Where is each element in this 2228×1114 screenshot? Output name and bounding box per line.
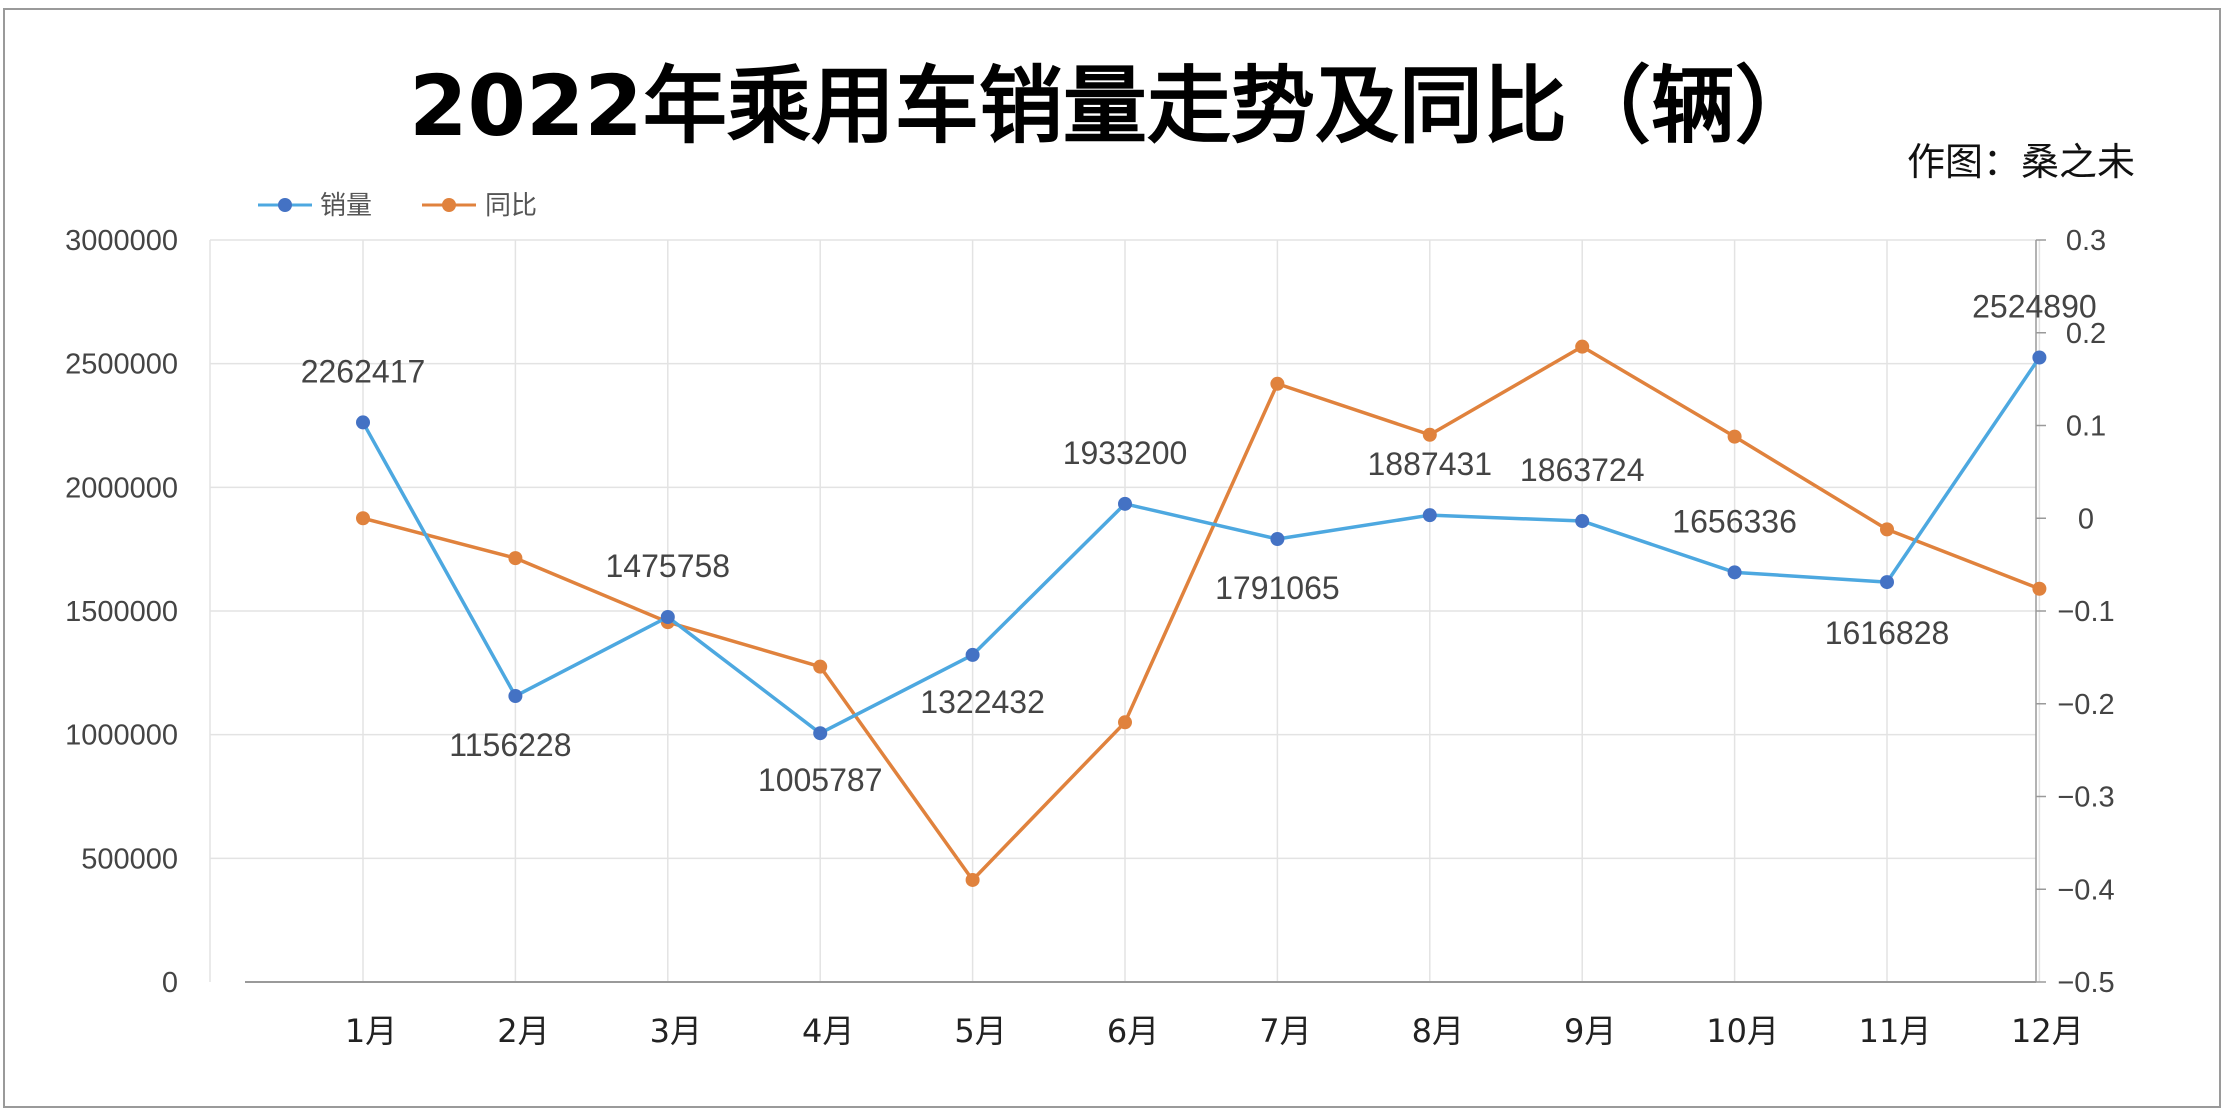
sales-point <box>965 647 980 662</box>
right-axis-tick-label: −0.4 <box>2057 874 2114 906</box>
yoy-point <box>508 551 523 566</box>
x-tick-label: 6月 <box>1107 1012 1159 1050</box>
sales-point <box>1270 532 1285 547</box>
sales-data-label: 1887431 <box>1368 446 1493 482</box>
sales-data-label: 2262417 <box>301 353 426 389</box>
sales-point <box>356 415 370 430</box>
legend: 销量 同比 <box>258 191 537 221</box>
legend-item-yoy[interactable]: 同比 <box>422 191 537 221</box>
series-yoy <box>356 339 2047 887</box>
legend-label-yoy: 同比 <box>485 191 537 221</box>
legend-item-sales[interactable]: 销量 <box>258 191 372 221</box>
sales-data-label: 1656336 <box>1672 503 1797 539</box>
sales-point <box>1575 514 1590 529</box>
sales-point <box>508 689 523 704</box>
yoy-point <box>813 659 828 674</box>
chart-title: 2022年乘用车销量走势及同比（辆） <box>409 57 1819 155</box>
left-axis-ticks: 0 500000 1000000 1500000 2000000 2500000 30000… <box>65 225 178 999</box>
sales-data-label: 1475758 <box>606 548 731 584</box>
x-tick-label: 12月 <box>2011 1012 2084 1050</box>
right-axis-tick-label: 0.3 <box>2066 225 2106 257</box>
yoy-point <box>2032 581 2047 596</box>
sales-data-label: 1005787 <box>758 762 883 798</box>
x-axis-ticks: 1月 2月 3月 4月 5月 6月 7月 8月 9月 10月 11月 12月 <box>345 1012 2084 1050</box>
sales-data-label: 1616828 <box>1825 615 1950 651</box>
legend-label-sales: 销量 <box>320 191 372 221</box>
x-tick-label: 1月 <box>345 1012 397 1050</box>
sales-point <box>813 726 828 741</box>
horizontal-gridlines <box>210 239 2036 860</box>
yoy-point <box>1270 376 1285 391</box>
chart-frame <box>3 8 2221 1108</box>
sales-point <box>1422 508 1437 523</box>
yoy-line <box>362 344 2041 882</box>
sales-data-label: 1156228 <box>449 727 571 763</box>
sales-point <box>1880 575 1894 590</box>
sales-point <box>1727 565 1742 580</box>
yoy-point <box>1727 429 1742 444</box>
left-axis-tick-label: 2000000 <box>65 472 178 504</box>
sales-line <box>361 356 2041 735</box>
x-tick-label: 4月 <box>802 1012 854 1050</box>
yoy-point <box>1118 715 1132 730</box>
left-axis-tick-label: 1500000 <box>65 596 178 628</box>
right-axis-tick-label: −0.3 <box>2057 782 2114 814</box>
right-axis-tick-label: 0 <box>2078 503 2094 535</box>
right-axis-ticks: −0.5 −0.4 −0.3 −0.2 −0.1 0 0.1 0.2 0.3 <box>2036 225 2115 999</box>
sales-data-label: 1933200 <box>1063 435 1188 471</box>
x-tick-label: 3月 <box>650 1012 702 1050</box>
left-axis-tick-label: 0 <box>162 967 178 999</box>
left-axis-tick-label: 3000000 <box>65 225 178 257</box>
right-axis-tick-label: 0.1 <box>2066 411 2106 443</box>
x-tick-label: 2月 <box>497 1012 549 1050</box>
left-axis-tick-label: 1000000 <box>65 720 178 752</box>
right-axis-tick-label: −0.1 <box>2057 596 2114 628</box>
sales-data-label: 1863724 <box>1520 452 1645 488</box>
x-tick-label: 10月 <box>1706 1012 1779 1050</box>
yoy-point <box>1880 522 1894 537</box>
x-tick-label: 5月 <box>954 1012 1006 1050</box>
sales-point <box>660 609 675 624</box>
yoy-point <box>356 511 370 526</box>
left-axis-tick-label: 500000 <box>81 843 178 875</box>
x-tick-label: 7月 <box>1259 1012 1311 1050</box>
sales-data-label: 1791065 <box>1215 570 1340 606</box>
sales-point <box>2032 350 2047 365</box>
chart-credit: 作图：桑之未 <box>1907 140 2135 184</box>
right-axis-tick-label: −0.2 <box>2057 689 2114 721</box>
yoy-point <box>1422 427 1437 442</box>
sales-data-label: 2524890 <box>1972 289 2097 325</box>
sales-data-label: 1322432 <box>920 684 1045 720</box>
x-tick-label: 9月 <box>1564 1012 1616 1050</box>
series-sales <box>356 350 2047 741</box>
right-axis-tick-label: 0.2 <box>2066 318 2106 350</box>
sales-point <box>1118 496 1132 511</box>
yoy-point <box>965 872 980 887</box>
yoy-point <box>1575 339 1590 354</box>
left-axis-tick-label: 2500000 <box>65 349 178 381</box>
x-tick-label: 8月 <box>1412 1012 1464 1050</box>
x-tick-label: 11月 <box>1859 1012 1932 1050</box>
data-labels: 2262417 1156228 1475758 1005787 1322432 19332… <box>301 289 2097 799</box>
right-axis-tick-label: −0.5 <box>2057 967 2114 999</box>
